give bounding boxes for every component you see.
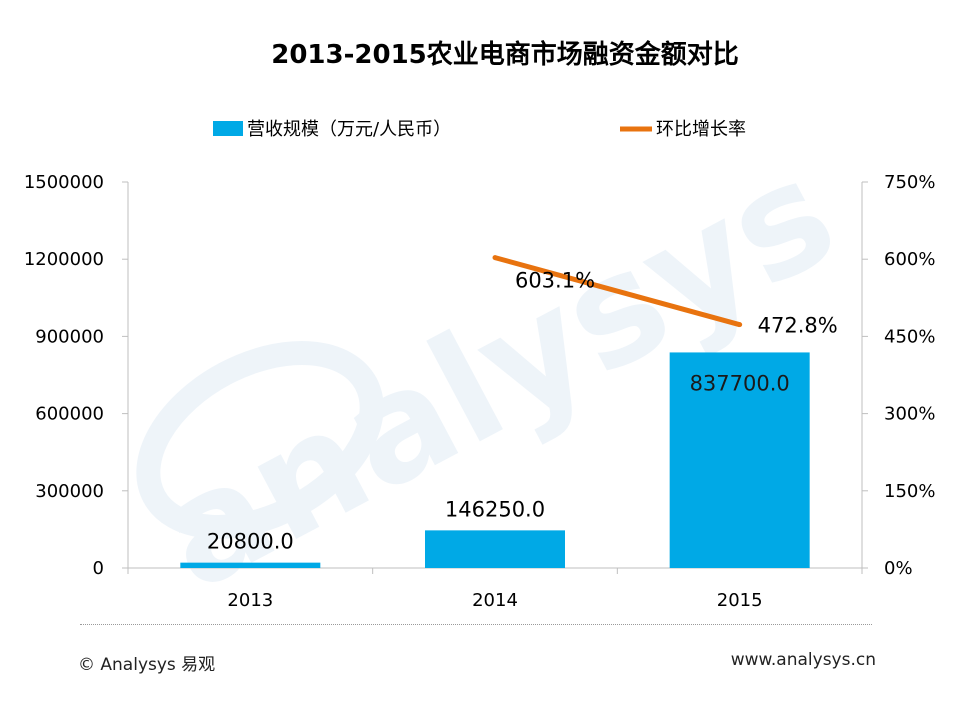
bar-value-label: 837700.0 <box>690 371 790 395</box>
data-labels: 20800.0 146250.0 837700.0 603.1% 472.8% <box>207 269 838 554</box>
left-axis-ticks: 0 300000 600000 900000 1200000 1500000 <box>24 172 128 579</box>
bar-value-label: 20800.0 <box>207 530 294 554</box>
left-tick-label: 600000 <box>35 404 104 425</box>
legend-bar-label: 营收规模（万元/人民币） <box>247 119 451 140</box>
footer-divider <box>80 624 872 625</box>
right-tick-label: 450% <box>884 326 935 347</box>
x-tick-label: 2015 <box>717 590 763 611</box>
left-tick-label: 300000 <box>35 481 104 502</box>
legend-bar-swatch <box>213 121 243 136</box>
right-tick-label: 600% <box>884 249 935 270</box>
footer-website: www.analysys.cn <box>730 650 876 670</box>
growth-rate-line <box>494 255 741 328</box>
growth-rate-point <box>492 255 498 261</box>
left-tick-label: 1500000 <box>24 172 104 193</box>
x-tick-label: 2013 <box>227 590 273 611</box>
bar <box>425 530 565 568</box>
x-tick-label: 2014 <box>472 590 518 611</box>
right-tick-label: 150% <box>884 481 935 502</box>
chart-title: 2013-2015农业电商市场融资金额对比 <box>271 39 739 70</box>
left-tick-label: 0 <box>93 558 104 579</box>
growth-rate-label: 472.8% <box>758 314 838 338</box>
bar-value-label: 146250.0 <box>445 497 545 521</box>
bar <box>180 562 321 568</box>
x-axis-ticks: 2013 2014 2015 <box>127 568 863 611</box>
right-tick-label: 750% <box>884 172 935 193</box>
right-tick-label: 0% <box>884 558 913 579</box>
right-axis-ticks: 0% 150% 300% 450% 600% 750% <box>862 172 935 579</box>
bar-series <box>180 352 810 568</box>
legend: 营收规模（万元/人民币） 环比增长率 <box>213 119 746 140</box>
footer-copyright: © Analysys 易观 <box>78 655 216 675</box>
right-tick-label: 300% <box>884 404 935 425</box>
legend-line-label: 环比增长率 <box>656 119 746 140</box>
left-tick-label: 1200000 <box>24 249 104 270</box>
left-tick-label: 900000 <box>35 326 104 347</box>
bar <box>669 352 810 568</box>
growth-rate-point <box>737 322 743 328</box>
growth-rate-label: 603.1% <box>515 269 595 293</box>
line-series <box>492 255 743 328</box>
